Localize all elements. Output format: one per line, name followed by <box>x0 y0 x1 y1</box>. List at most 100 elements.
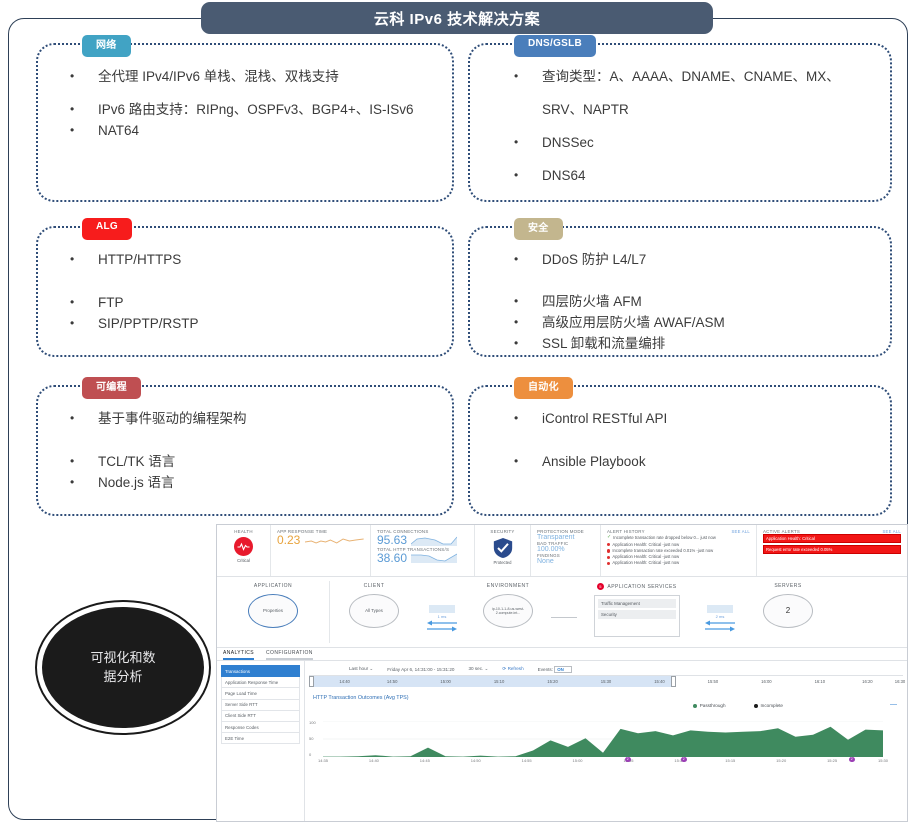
event-marker[interactable]: 2 <box>681 756 687 762</box>
active-alerts-panel: ACTIVE ALERTS See All Application Health… <box>757 525 907 576</box>
list-item: • DNS64 <box>514 167 586 183</box>
servers-node[interactable]: 2 <box>763 594 813 628</box>
refresh-button[interactable]: ⟳ Refresh <box>502 666 524 671</box>
protection-mode-label: PROTECTION MODE <box>537 529 584 534</box>
health-status: Critical <box>237 558 250 563</box>
sidebar-item-e2e-time[interactable]: E2E Time <box>221 733 300 745</box>
list-item: • IPv6 路由支持：RIPng、OSPFv3、BGP4+、IS-ISv6 <box>70 101 414 117</box>
collapse-icon[interactable]: — <box>890 701 897 708</box>
app-response-value: 0.23 <box>277 533 301 547</box>
alert-history-item: ✓ Incomplete transaction rate dropped be… <box>607 534 716 540</box>
service-item[interactable]: Security <box>598 610 676 619</box>
alert-history-label: ALERT HISTORY See All <box>607 529 750 534</box>
interval-selector[interactable]: 30 sec. ⌄ <box>468 666 489 671</box>
active-alert-item[interactable]: Request error rate exceeded 0.05% <box>763 544 901 554</box>
card-badge-network: 网络 <box>82 35 131 57</box>
sidebar-item-response-codes[interactable]: Response Codes <box>221 721 300 734</box>
alert-history-item: Incomplete transaction rate exceeded 0.0… <box>607 548 750 554</box>
y-tick-100: 100 <box>309 720 316 725</box>
active-alert-item[interactable]: Application Health: Critical <box>763 534 901 543</box>
alert-history-see-all[interactable]: See All <box>731 529 750 534</box>
bullet-dot: • <box>514 314 519 329</box>
events-label: Events: <box>537 666 553 672</box>
connections-sparkline <box>411 536 458 546</box>
client-node[interactable]: All Types <box>349 594 399 628</box>
chart-x-tick: 15:20 <box>776 758 787 763</box>
list-item: • Node.js 语言 <box>70 474 175 490</box>
timeline-selection[interactable] <box>309 676 672 687</box>
card-alg: ALG • HTTP/HTTPS • FTP • SIP/PPTP/RSTP <box>36 218 454 357</box>
f5-logo-icon: 5 <box>597 583 605 590</box>
sidebar-item-page-load-time[interactable]: Page Load Time <box>221 688 300 700</box>
alert-history-item: Application Health: Critical -just now <box>607 542 750 548</box>
active-alerts-see-all[interactable]: See All <box>882 529 901 534</box>
chart-x-tick: 15:30 <box>877 758 889 763</box>
alert-history-item: Application Health: Critical -just now <box>607 560 750 566</box>
dashboard-screenshot: HEALTH Critical APP RESPONSE TIME 0.23 T… <box>216 524 908 822</box>
range-selector[interactable]: Last hour ⌄ <box>349 666 374 671</box>
flow-servers: SERVERS 2 <box>743 577 833 647</box>
security-label: SECURITY <box>490 529 515 534</box>
shield-check-icon <box>493 538 512 558</box>
chart-x-tick: 15:25 <box>827 758 838 763</box>
environment-node[interactable]: ip-10-1-1-8.us-west-2.compute.int... <box>483 594 533 628</box>
critical-dot-icon <box>607 561 611 566</box>
tab-analytics[interactable]: ANALYTICS <box>223 650 255 660</box>
security-panel: SECURITY Protected <box>475 525 531 576</box>
list-item: • FTP <box>70 294 124 310</box>
bullet-dot: • <box>514 293 519 308</box>
flow-application-services: 5 APPLICATION SERVICES Traffic Managemen… <box>577 577 697 647</box>
dashboard-tabs: ANALYTICS CONFIGURATION <box>217 648 907 661</box>
application-node[interactable]: Properties <box>248 594 298 628</box>
card-network: 网络 • 全代理 IPv4/IPv6 单栈、混栈、双栈支持 • IPv6 路由支… <box>36 35 454 202</box>
y-tick-50: 50 <box>309 736 314 741</box>
event-marker[interactable]: 2 <box>849 756 855 762</box>
sidebar-item-application-response-time[interactable]: Application Response Time <box>221 677 300 689</box>
timeline-tick: 16:10 <box>814 678 826 684</box>
protection-panel: PROTECTION MODE Transparent BAD TRAFFIC … <box>531 525 601 576</box>
timeline-handle-left[interactable] <box>309 676 314 687</box>
health-label: HEALTH <box>234 529 253 534</box>
card-programmability: 可编程 • 基于事件驱动的编程架构 • TCL/TK 语言 • Node.js … <box>36 377 454 516</box>
list-item: • 高级应用层防火墙 AWAF/ASM <box>514 314 725 330</box>
visualization-badge-line2: 据分析 <box>103 668 143 684</box>
svg-text:5: 5 <box>600 584 603 589</box>
sidebar-item-client-side-rtt[interactable]: Client Side RTT <box>221 710 300 722</box>
application-services-label: 5 APPLICATION SERVICES <box>597 583 676 590</box>
list-item: • SIP/PPTP/RSTP <box>70 315 199 331</box>
timeline-scrubber[interactable]: 14:40 14:50 15:00 15:10 15:20 15:30 15:4… <box>309 675 905 687</box>
event-marker[interactable]: 2 <box>625 756 631 762</box>
list-item: • 查询类型：A、AAAA、DNAME、CNAME、MX、 <box>514 69 840 84</box>
app-response-panel: APP RESPONSE TIME 0.23 <box>271 525 371 576</box>
timeline-tick: 15:20 <box>547 678 558 684</box>
health-panel: HEALTH Critical <box>217 525 271 576</box>
service-item[interactable]: Traffic Management <box>598 599 676 608</box>
events-toggle[interactable]: ON <box>554 665 572 673</box>
card-bullets-network: • 全代理 IPv4/IPv6 单栈、混栈、双栈支持 • IPv6 路由支持：R… <box>68 69 438 140</box>
bullet-dot: • <box>514 167 519 182</box>
timeline-handle-right[interactable] <box>671 676 677 687</box>
timeline-tick: 15:10 <box>493 678 505 684</box>
bullet-dot: • <box>514 134 519 149</box>
card-dns-gslb: DNS/GSLB • 查询类型：A、AAAA、DNAME、CNAME、MX、 •… <box>468 35 892 202</box>
analytics-controls: Last hour ⌄ Friday Apr 6, 14:31:00 - 15:… <box>309 664 903 675</box>
chart-x-axis: 14:3514:4014:4514:5014:5515:0015:0515:10… <box>318 758 888 766</box>
total-http-value: 38.60 <box>377 550 408 565</box>
chart-x-tick: 14:45 <box>419 758 430 763</box>
y-tick-0: 0 <box>309 752 312 757</box>
bullet-dot: • <box>514 411 519 425</box>
bullet-dot: • <box>70 453 75 468</box>
sidebar-item-server-side-rtt[interactable]: Server Side RTT <box>221 699 300 711</box>
list-item: • DNSSec <box>514 134 594 150</box>
bullet-dot: • <box>70 69 75 83</box>
page-title: 云科 IPv6 技术解决方案 <box>201 2 713 34</box>
tab-configuration[interactable]: CONFIGURATION <box>266 650 313 660</box>
server-latency-value: 2 ms <box>715 613 725 619</box>
health-critical-icon <box>234 537 253 556</box>
bullet-dot: • <box>70 101 75 116</box>
active-alerts-label: ACTIVE ALERTS See All <box>763 529 901 534</box>
http-sparkline <box>411 554 458 564</box>
sidebar-item-transactions[interactable]: Transactions <box>221 665 300 678</box>
card-badge-automation: 自动化 <box>514 377 573 399</box>
events-toggle-group: Events: ON <box>537 665 572 673</box>
